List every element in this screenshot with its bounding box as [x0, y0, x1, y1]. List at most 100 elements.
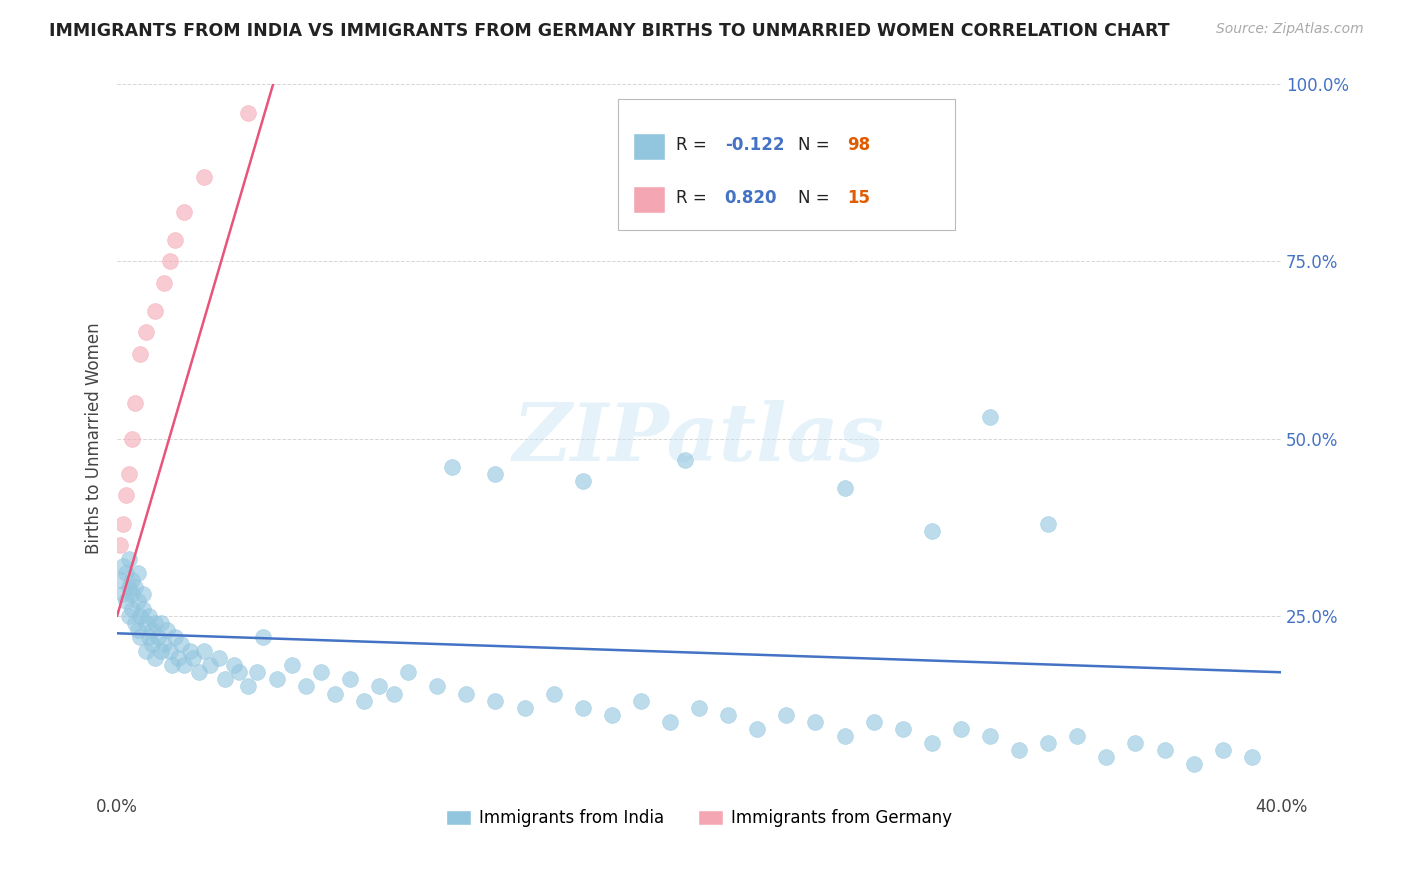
- Point: [1008, 743, 1031, 757]
- Point: [775, 707, 797, 722]
- Text: ZIPatlas: ZIPatlas: [513, 400, 886, 477]
- Point: [152, 276, 174, 290]
- Point: [228, 665, 250, 680]
- Point: [141, 637, 163, 651]
- Point: [127, 566, 149, 580]
- Point: [295, 680, 318, 694]
- Point: [121, 432, 143, 446]
- Point: [396, 665, 419, 680]
- Point: [266, 673, 288, 687]
- Point: [382, 686, 405, 700]
- Text: Source: ZipAtlas.com: Source: ZipAtlas.com: [1216, 22, 1364, 37]
- Point: [222, 658, 245, 673]
- Point: [170, 637, 193, 651]
- Point: [281, 658, 304, 673]
- Point: [891, 722, 914, 736]
- Point: [127, 623, 149, 637]
- Point: [165, 630, 187, 644]
- Point: [108, 538, 131, 552]
- Point: [659, 714, 682, 729]
- Point: [118, 552, 141, 566]
- Point: [159, 254, 181, 268]
- Point: [214, 673, 236, 687]
- Point: [132, 601, 155, 615]
- Point: [688, 700, 710, 714]
- Legend: Immigrants from India, Immigrants from Germany: Immigrants from India, Immigrants from G…: [439, 803, 959, 834]
- Point: [111, 587, 134, 601]
- Point: [353, 693, 375, 707]
- Point: [121, 573, 143, 587]
- Point: [118, 608, 141, 623]
- Point: [673, 452, 696, 467]
- Point: [173, 658, 195, 673]
- Point: [179, 644, 201, 658]
- Point: [143, 615, 166, 630]
- Point: [513, 700, 536, 714]
- Point: [426, 680, 449, 694]
- Point: [246, 665, 269, 680]
- Point: [132, 587, 155, 601]
- Point: [159, 644, 181, 658]
- Point: [834, 729, 856, 743]
- Point: [543, 686, 565, 700]
- Point: [115, 566, 138, 580]
- Point: [135, 326, 157, 340]
- Point: [484, 693, 506, 707]
- Point: [143, 651, 166, 665]
- Text: R =: R =: [676, 189, 711, 207]
- Point: [1038, 516, 1060, 531]
- Point: [1212, 743, 1234, 757]
- FancyBboxPatch shape: [617, 99, 955, 229]
- Point: [862, 714, 884, 729]
- Point: [979, 729, 1001, 743]
- Point: [921, 736, 943, 750]
- Point: [149, 615, 172, 630]
- Point: [162, 658, 184, 673]
- Text: 15: 15: [846, 189, 870, 207]
- Point: [121, 587, 143, 601]
- Point: [456, 686, 478, 700]
- Point: [921, 524, 943, 538]
- Point: [124, 615, 146, 630]
- Point: [747, 722, 769, 736]
- Point: [440, 459, 463, 474]
- Point: [1182, 757, 1205, 772]
- Point: [325, 686, 347, 700]
- Point: [173, 205, 195, 219]
- Point: [571, 474, 593, 488]
- Point: [111, 516, 134, 531]
- Point: [571, 700, 593, 714]
- Point: [138, 608, 160, 623]
- Point: [309, 665, 332, 680]
- Point: [167, 651, 190, 665]
- Point: [115, 594, 138, 608]
- Point: [208, 651, 231, 665]
- Point: [165, 233, 187, 247]
- Point: [484, 467, 506, 481]
- Point: [181, 651, 204, 665]
- Point: [138, 630, 160, 644]
- Point: [236, 105, 259, 120]
- Point: [1125, 736, 1147, 750]
- Point: [111, 559, 134, 574]
- Point: [193, 169, 215, 184]
- Point: [118, 467, 141, 481]
- Point: [236, 680, 259, 694]
- Point: [630, 693, 652, 707]
- Text: -0.122: -0.122: [724, 136, 785, 153]
- Point: [949, 722, 972, 736]
- Text: IMMIGRANTS FROM INDIA VS IMMIGRANTS FROM GERMANY BIRTHS TO UNMARRIED WOMEN CORRE: IMMIGRANTS FROM INDIA VS IMMIGRANTS FROM…: [49, 22, 1170, 40]
- Point: [129, 630, 152, 644]
- Point: [115, 488, 138, 502]
- Point: [127, 594, 149, 608]
- Point: [124, 580, 146, 594]
- Point: [141, 623, 163, 637]
- Point: [1153, 743, 1175, 757]
- Point: [368, 680, 391, 694]
- Point: [1038, 736, 1060, 750]
- Point: [200, 658, 222, 673]
- Point: [143, 304, 166, 318]
- Point: [121, 601, 143, 615]
- Point: [108, 573, 131, 587]
- FancyBboxPatch shape: [633, 186, 665, 213]
